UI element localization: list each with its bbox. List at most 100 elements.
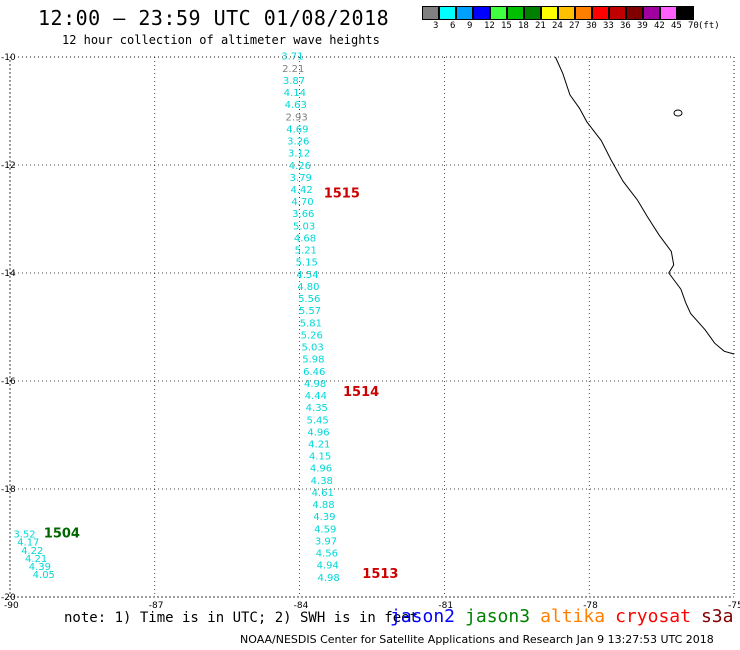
color-scale-label: 3 bbox=[433, 21, 439, 31]
swh-value: 4.39 bbox=[29, 562, 51, 573]
color-scale-label: 15 bbox=[501, 21, 512, 31]
color-scale-swatch bbox=[490, 6, 507, 20]
swh-value: 4.98 bbox=[304, 379, 326, 390]
swh-value: 3.97 bbox=[315, 536, 337, 547]
color-scale-swatch bbox=[660, 6, 677, 20]
color-scale-swatch bbox=[507, 6, 524, 20]
pass-label: 1514 bbox=[343, 385, 379, 400]
swh-value: 5.03 bbox=[301, 343, 323, 354]
swh-value: 5.45 bbox=[306, 415, 328, 426]
swh-value: 5.26 bbox=[301, 330, 323, 341]
color-scale-label: 9 bbox=[467, 21, 473, 31]
color-scale-label: 6 bbox=[450, 21, 456, 31]
pass-label: 1513 bbox=[362, 567, 398, 582]
swh-value: 4.70 bbox=[291, 197, 313, 208]
color-scale-unit: (ft) bbox=[698, 21, 720, 31]
island bbox=[673, 109, 683, 117]
color-scale-swatch bbox=[439, 6, 456, 20]
swh-value: 2.21 bbox=[282, 64, 304, 75]
lat-tick-label: -20 bbox=[1, 593, 16, 603]
swh-value: 2.93 bbox=[285, 112, 307, 123]
page-subtitle: 12 hour collection of altimeter wave hei… bbox=[62, 33, 380, 47]
satellite-cryosat: cryosat bbox=[615, 606, 691, 627]
swh-value: 4.59 bbox=[314, 524, 336, 535]
pass-label: 1504 bbox=[44, 527, 80, 542]
swh-value: 4.22 bbox=[21, 546, 43, 557]
pass-label: 1515 bbox=[324, 186, 360, 201]
lat-tick-label: -14 bbox=[1, 269, 16, 279]
swh-value: 6.46 bbox=[303, 367, 325, 378]
lat-tick-label: -10 bbox=[1, 53, 16, 63]
swh-value: 3.79 bbox=[290, 173, 312, 184]
swh-value: 5.98 bbox=[302, 355, 324, 366]
swh-value: 4.94 bbox=[317, 561, 339, 572]
satellite-jason3: jason3 bbox=[465, 606, 531, 627]
swh-value: 4.63 bbox=[285, 100, 307, 111]
lon-tick-label: -81 bbox=[438, 601, 453, 611]
swh-value: 5.81 bbox=[300, 318, 322, 329]
swh-value: 3.26 bbox=[287, 137, 309, 148]
swh-value: 4.88 bbox=[312, 500, 334, 511]
swh-value: 4.98 bbox=[317, 573, 339, 584]
swh-value: 3.66 bbox=[292, 209, 314, 220]
color-scale-label: 36 bbox=[620, 21, 631, 31]
color-scale-swatch bbox=[626, 6, 643, 20]
swh-value: 4.05 bbox=[33, 570, 55, 581]
coastline bbox=[554, 56, 735, 355]
swh-value: 4.42 bbox=[290, 185, 312, 196]
color-scale bbox=[422, 6, 694, 20]
swh-value: 4.61 bbox=[312, 488, 334, 499]
swh-value: 4.80 bbox=[297, 282, 319, 293]
swh-value: 4.44 bbox=[305, 391, 327, 402]
swh-value: 4.17 bbox=[17, 538, 39, 549]
swh-value: 4.96 bbox=[310, 464, 332, 475]
satellite-jason2: jason2 bbox=[390, 606, 456, 627]
color-scale-swatch bbox=[575, 6, 592, 20]
lat-tick-label: -18 bbox=[1, 485, 16, 495]
swh-value: 3.71 bbox=[281, 52, 303, 63]
color-scale-swatch bbox=[609, 6, 626, 20]
color-scale-label: 27 bbox=[569, 21, 580, 31]
satellite-s3a: s3a bbox=[700, 606, 734, 627]
swh-value: 5.56 bbox=[298, 294, 320, 305]
color-scale-label: 70 bbox=[688, 21, 699, 31]
satellite-legend: jason2 jason3 altika cryosat s3a bbox=[390, 606, 740, 627]
color-scale-label: 30 bbox=[586, 21, 597, 31]
swh-value: 5.57 bbox=[299, 306, 321, 317]
color-scale-label: 39 bbox=[637, 21, 648, 31]
color-scale-label: 18 bbox=[518, 21, 529, 31]
swh-value: 3.87 bbox=[283, 76, 305, 87]
swh-value: 4.39 bbox=[313, 512, 335, 523]
credit-line: NOAA/NESDIS Center for Satellite Applica… bbox=[240, 633, 714, 646]
swh-value: 5.03 bbox=[293, 221, 315, 232]
color-scale-swatch bbox=[592, 6, 609, 20]
swh-value: 4.69 bbox=[286, 124, 308, 135]
swh-value: 4.68 bbox=[294, 234, 316, 245]
color-scale-swatch bbox=[524, 6, 541, 20]
color-scale-label: 42 bbox=[654, 21, 665, 31]
swh-value: 4.96 bbox=[307, 427, 329, 438]
swh-value: 4.38 bbox=[311, 476, 333, 487]
swh-value: 4.54 bbox=[296, 270, 318, 281]
lon-tick-label: -75 bbox=[728, 601, 740, 611]
color-scale-swatch bbox=[558, 6, 575, 20]
color-scale-label: 12 bbox=[484, 21, 495, 31]
swh-value: 4.21 bbox=[308, 440, 330, 451]
swh-value: 4.26 bbox=[289, 161, 311, 172]
color-scale-swatch bbox=[456, 6, 473, 20]
map-frame bbox=[9, 56, 735, 598]
color-scale-swatch bbox=[541, 6, 558, 20]
color-scale-label: 33 bbox=[603, 21, 614, 31]
satellite-altika: altika bbox=[540, 606, 606, 627]
lon-tick-label: -78 bbox=[583, 601, 598, 611]
lon-tick-label: -90 bbox=[4, 601, 19, 611]
swh-value: 5.15 bbox=[296, 258, 318, 269]
swh-value: 4.56 bbox=[316, 549, 338, 560]
color-scale-swatch bbox=[473, 6, 490, 20]
swh-value: 5.21 bbox=[295, 246, 317, 257]
footer-note: note: 1) Time is in UTC; 2) SWH is in fe… bbox=[64, 610, 419, 626]
swh-value: 4.21 bbox=[25, 554, 47, 565]
color-scale-swatch bbox=[643, 6, 660, 20]
lat-tick-label: -16 bbox=[1, 377, 16, 387]
